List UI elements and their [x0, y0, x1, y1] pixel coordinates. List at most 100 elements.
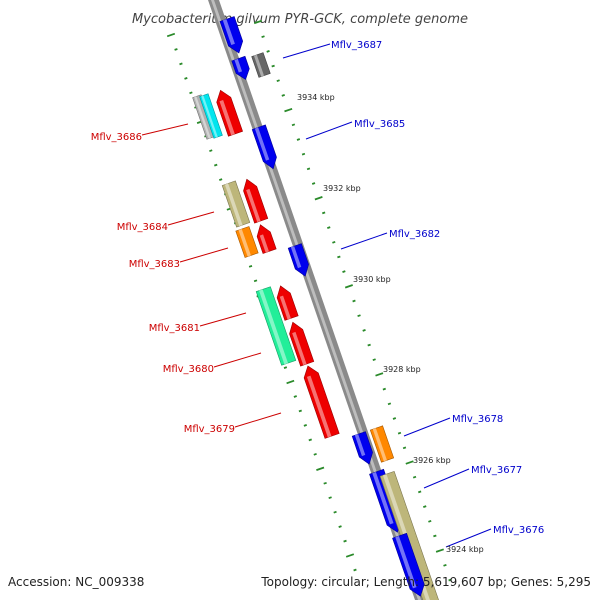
outer-tick — [184, 77, 188, 80]
gene-mflv-3687b[interactable] — [251, 52, 271, 78]
inner-tick — [311, 182, 316, 185]
label-leaders — [141, 43, 492, 548]
outer-tick — [303, 424, 308, 427]
leader-line — [445, 528, 492, 548]
outer-tick — [166, 32, 176, 38]
inner-tick — [332, 240, 336, 244]
outer-tick — [333, 510, 337, 514]
gene-label-mflv-3683[interactable]: Mflv_3683 — [129, 259, 180, 270]
inner-tick — [417, 490, 422, 494]
inner-tick — [382, 387, 387, 391]
gene-label-mflv-3685[interactable]: Mflv_3685 — [354, 119, 405, 130]
inner-tick-track — [253, 19, 452, 582]
leader-line — [199, 312, 247, 327]
gene-label-mflv-3684[interactable]: Mflv_3684 — [117, 222, 168, 233]
outer-tick — [286, 379, 295, 385]
gene-mflv-3676[interactable] — [392, 532, 425, 597]
leader-line — [340, 232, 388, 250]
inner-tick — [261, 35, 265, 39]
gene-label-mflv-3676[interactable]: Mflv_3676 — [493, 525, 544, 536]
outer-tick — [214, 163, 218, 167]
gene-features — [192, 16, 439, 600]
outer-tick — [343, 539, 347, 543]
gene-mflv-3679[interactable] — [303, 365, 340, 439]
outer-tick — [316, 466, 325, 471]
inner-tick — [314, 196, 323, 201]
outer-tick — [253, 279, 258, 283]
gene-mflv-3683[interactable] — [256, 224, 277, 254]
leader-line — [234, 412, 282, 428]
leader-line — [423, 468, 470, 489]
outer-tick — [209, 149, 213, 153]
gene-mflv-3681a[interactable] — [255, 286, 297, 366]
gene-mflv-3686[interactable] — [216, 89, 243, 137]
inner-tick — [433, 534, 437, 538]
inner-tick — [306, 167, 311, 171]
outer-tick — [323, 481, 327, 485]
gene-label-mflv-3677[interactable]: Mflv_3677 — [471, 465, 522, 476]
outer-tick — [283, 366, 288, 369]
inner-tick — [392, 417, 397, 420]
kbp-mark-3932: 3932 kbp — [323, 184, 361, 193]
outer-tick — [293, 395, 298, 398]
gene-mflv-3682[interactable] — [287, 243, 309, 277]
kbp-mark-3928: 3928 kbp — [383, 365, 421, 374]
inner-tick — [253, 19, 263, 25]
gene-mflv-3681[interactable] — [276, 285, 299, 321]
inner-tick — [435, 548, 444, 553]
outer-tick — [328, 496, 332, 500]
gene-label-mflv-3686[interactable]: Mflv_3686 — [91, 132, 142, 143]
inner-tick — [342, 270, 346, 273]
gene-label-mflv-3681[interactable]: Mflv_3681 — [149, 323, 200, 334]
inner-tick — [276, 79, 280, 83]
outer-tick — [179, 62, 183, 66]
kbp-mark-3926: 3926 kbp — [413, 456, 451, 465]
inner-tick — [266, 50, 270, 53]
inner-tick — [402, 446, 407, 450]
gene-mflv-3678[interactable] — [369, 425, 395, 463]
outer-tick — [298, 409, 302, 413]
inner-tick — [405, 460, 414, 465]
gene-label-mflv-3678[interactable]: Mflv_3678 — [452, 414, 503, 425]
gene-mflv-3680[interactable] — [289, 321, 315, 367]
gene-mflv-3685[interactable] — [251, 124, 277, 170]
outer-tick — [218, 178, 223, 181]
inner-tick — [375, 372, 384, 377]
map-title: Mycobacterium gilvum PYR-GCK, complete g… — [132, 12, 468, 27]
leader-line — [403, 417, 451, 437]
inner-tick — [291, 123, 296, 127]
inner-tick — [344, 284, 353, 289]
inner-tick — [397, 431, 402, 435]
gene-mflv-3684a[interactable] — [221, 180, 251, 228]
inner-tick — [337, 255, 341, 259]
gene-label-mflv-3679[interactable]: Mflv_3679 — [184, 424, 235, 435]
outer-tick — [308, 438, 312, 442]
inner-tick — [321, 211, 326, 215]
gene-mflv-3678-arrow[interactable] — [351, 431, 373, 465]
gene-mflv-3687-arrow[interactable] — [231, 55, 250, 80]
kbp-mark-3934: 3934 kbp — [297, 93, 335, 102]
inner-tick — [367, 343, 371, 347]
outer-tick — [174, 48, 178, 51]
gene-mflv-3688[interactable] — [219, 16, 244, 54]
gene-label-mflv-3682[interactable]: Mflv_3682 — [389, 229, 440, 240]
outer-tick — [248, 265, 253, 268]
leader-line — [305, 121, 353, 140]
outer-tick — [345, 553, 355, 558]
inner-tick — [352, 299, 356, 303]
leader-line — [167, 211, 215, 226]
gene-label-mflv-3687[interactable]: Mflv_3687 — [331, 40, 382, 51]
kbp-mark-3924: 3924 kbp — [446, 545, 484, 554]
gene-mflv-3684[interactable] — [243, 178, 269, 224]
inner-tick — [412, 475, 417, 479]
gene-label-mflv-3680[interactable]: Mflv_3680 — [163, 364, 214, 375]
kbp-mark-3930: 3930 kbp — [353, 275, 391, 284]
leader-line — [213, 352, 262, 368]
inner-tick — [423, 505, 427, 508]
gene-mflv-3686b[interactable] — [199, 93, 223, 139]
outer-tick — [338, 525, 342, 528]
inner-tick — [281, 94, 285, 97]
gene-mflv-3683a[interactable] — [235, 226, 259, 258]
accession-text: Accession: NC_009338 — [8, 575, 144, 589]
